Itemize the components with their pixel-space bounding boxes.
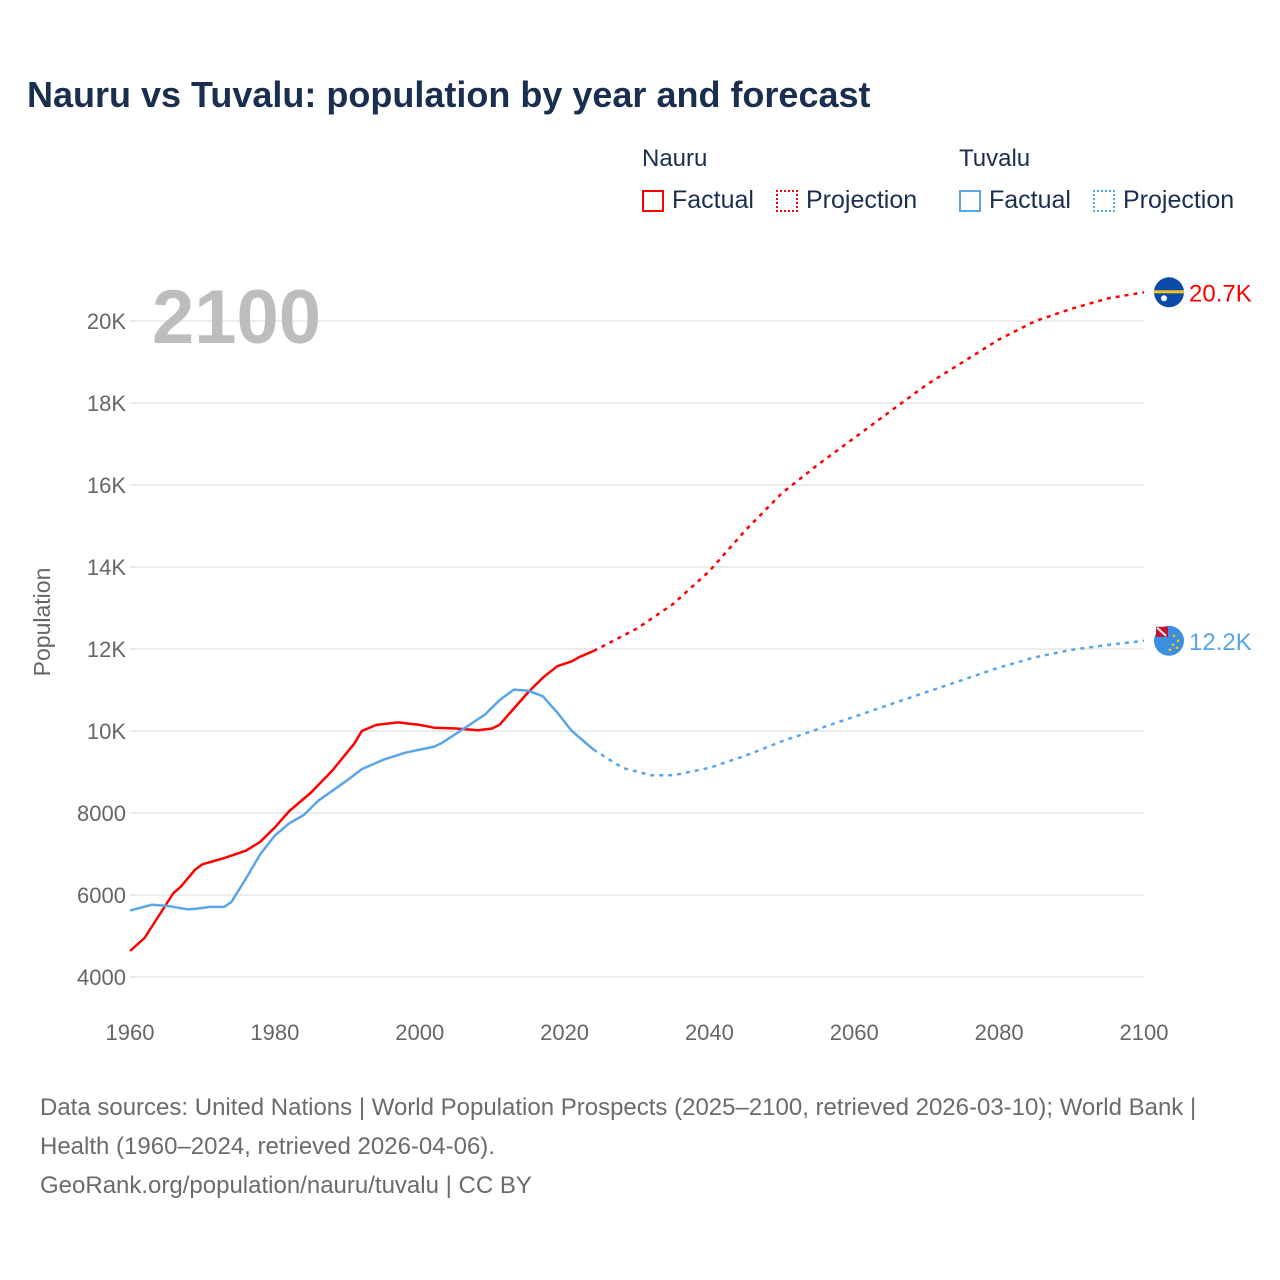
x-tick-label: 2080 [975,1020,1024,1045]
tuvalu-end-value-label: 12.2K [1189,629,1252,656]
y-tick-label: 6000 [77,883,126,908]
y-tick-label: 8000 [77,801,126,826]
nauru-factual-line [129,649,594,952]
legend-tuvalu-projection[interactable]: Projection [1093,186,1234,215]
x-tick-label: 2000 [395,1020,444,1045]
legend-swatch-solid [642,189,664,212]
x-tick-label: 1980 [250,1020,299,1045]
y-tick-label: 16K [87,473,126,498]
legend-tuvalu-factual[interactable]: Factual [959,186,1071,215]
legend-nauru-projection[interactable]: Projection [776,186,917,215]
footer: Data sources: United Nations | World Pop… [40,1088,1240,1205]
tuvalu-flag-icon [1154,625,1184,656]
x-tick-label: 2100 [1120,1020,1169,1045]
data-sources: Data sources: United Nations | World Pop… [40,1094,1197,1160]
y-tick-label: 14K [87,555,126,580]
plot-area: 4000 6000 8000 10K 12K 14K 16K 18K 20K 1960 1980 20… [29,275,1252,1045]
year-overlay: 2100 [152,275,321,360]
x-tick-label: 2060 [830,1020,879,1045]
chart-title: Nauru vs Tuvalu: population by year and … [27,74,871,115]
y-tick-label: 12K [87,637,126,662]
legend-label: Projection [1123,186,1235,214]
x-tick-label: 2020 [540,1020,589,1045]
legend-label: Factual [989,186,1071,214]
x-tick-label: 2040 [685,1020,734,1045]
y-tick-label: 18K [87,391,126,416]
y-tick-label: 10K [87,719,126,744]
nauru-flag-icon [1154,277,1184,308]
legend-label: Factual [672,186,754,214]
legend-label: Projection [806,186,918,214]
legend-group-nauru: Nauru [642,145,708,172]
legend-swatch-dotted [776,189,798,212]
tuvalu-factual-line [129,688,595,912]
legend-nauru-factual[interactable]: Factual [642,186,754,215]
y-tick-label: 4000 [77,965,126,990]
nauru-end-value-label: 20.7K [1189,280,1252,307]
nauru-projection-line [592,291,1145,653]
credit-link[interactable]: GeoRank.org/population/nauru/tuvalu | CC… [40,1172,532,1199]
y-tick-label: 20K [87,309,126,334]
legend-group-tuvalu: Tuvalu [959,145,1031,172]
legend-swatch-dotted [1093,189,1115,212]
y-axis-label: Population [29,568,55,677]
legend-swatch-solid [959,189,981,212]
x-tick-label: 1960 [106,1020,155,1045]
tuvalu-projection-line [592,639,1145,777]
